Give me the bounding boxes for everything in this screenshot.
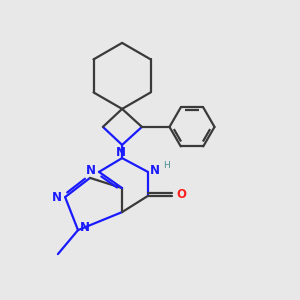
Text: O: O [176,188,186,201]
Text: N: N [80,220,89,234]
Text: N: N [52,190,61,204]
Text: N: N [116,146,126,159]
Text: H: H [164,161,170,170]
Text: N: N [86,164,96,177]
Text: N: N [149,164,159,177]
